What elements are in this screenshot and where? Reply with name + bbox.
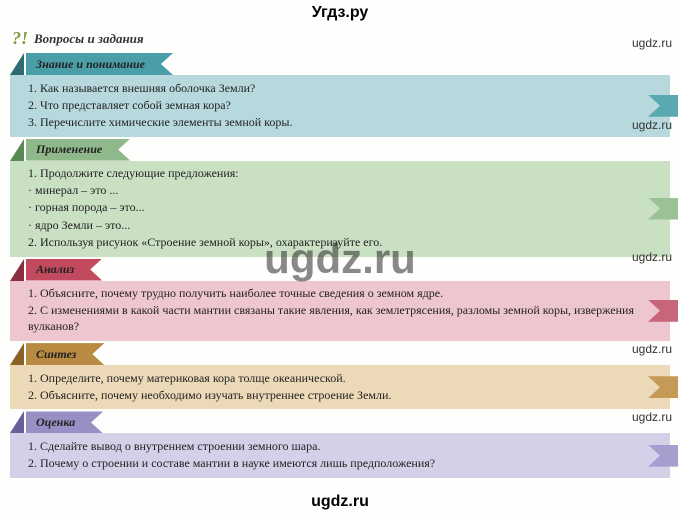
watermark-side: ugdz.ru [632,36,672,50]
section-label: Знание и понимание [26,53,173,75]
watermark-side: ugdz.ru [632,342,672,356]
list-item: 1. Объясните, почему трудно получить наи… [28,285,660,302]
section-header: Применение [10,139,672,161]
section: Знание и понимание 1. Как называется внеш… [8,53,672,137]
section-label: Применение [26,139,130,161]
list-item: · ядро Земли – это... [28,216,660,233]
section-body: 1. Определите, почему материковая кора т… [10,365,670,409]
list-item: 1. Как называется внешняя оболочка Земли… [28,79,660,96]
list-item: 2. Что представляет собой земная кора? [28,96,660,113]
section-header: Синтез [10,343,672,365]
page-header: Угдз.ру [0,0,680,26]
list-item: 3. Перечислите химические элементы земно… [28,113,660,130]
section: Оценка 1. Сделайте вывод о внутреннем стр… [8,411,672,477]
section: Анализ 1. Объясните, почему трудно получи… [8,259,672,342]
question-icon: ?! [12,28,28,49]
section-items: 1. Сделайте вывод о внутреннем строении … [28,437,660,471]
list-item: 1. Продолжите следующие предложения: [28,165,660,182]
section-body: 1. Сделайте вывод о внутреннем строении … [10,433,670,477]
list-item: 2. Объясните, почему необходимо изучать … [28,386,660,403]
questions-header: ?! Вопросы и задания [8,26,672,53]
section-body: 1. Продолжите следующие предложения:· ми… [10,161,670,257]
section-label: Синтез [26,343,104,365]
section-items: 1. Продолжите следующие предложения:· ми… [28,165,660,251]
questions-title: Вопросы и задания [34,31,144,47]
triangle-icon [10,411,24,433]
list-item: 2. Почему о строении и составе мантии в … [28,455,660,472]
section-body: 1. Как называется внешняя оболочка Земли… [10,75,670,137]
list-item: 1. Определите, почему материковая кора т… [28,369,660,386]
page-footer: ugdz.ru [0,489,680,515]
triangle-icon [10,343,24,365]
list-item: · горная порода – это... [28,199,660,216]
section-header: Анализ [10,259,672,281]
section: Синтез 1. Определите, почему материковая … [8,343,672,409]
section-body: 1. Объясните, почему трудно получить наи… [10,281,670,342]
content-area: ?! Вопросы и задания Знание и понимание 1… [0,26,680,478]
section-items: 1. Определите, почему материковая кора т… [28,369,660,403]
triangle-icon [10,139,24,161]
list-item: · минерал – это ... [28,182,660,199]
section-items: 1. Как называется внешняя оболочка Земли… [28,79,660,131]
list-item: 2. С изменениями в какой части мантии св… [28,302,660,335]
watermark-side: ugdz.ru [632,118,672,132]
triangle-icon [10,53,24,75]
section-header: Знание и понимание [10,53,672,75]
section-items: 1. Объясните, почему трудно получить наи… [28,285,660,336]
list-item: 1. Сделайте вывод о внутреннем строении … [28,437,660,454]
list-item: 2. Используя рисунок «Строение земной ко… [28,233,660,250]
watermark-side: ugdz.ru [632,410,672,424]
section: Применение 1. Продолжите следующие предло… [8,139,672,257]
section-label: Оценка [26,411,103,433]
watermark-side: ugdz.ru [632,250,672,264]
section-header: Оценка [10,411,672,433]
section-label: Анализ [26,259,102,281]
triangle-icon [10,259,24,281]
